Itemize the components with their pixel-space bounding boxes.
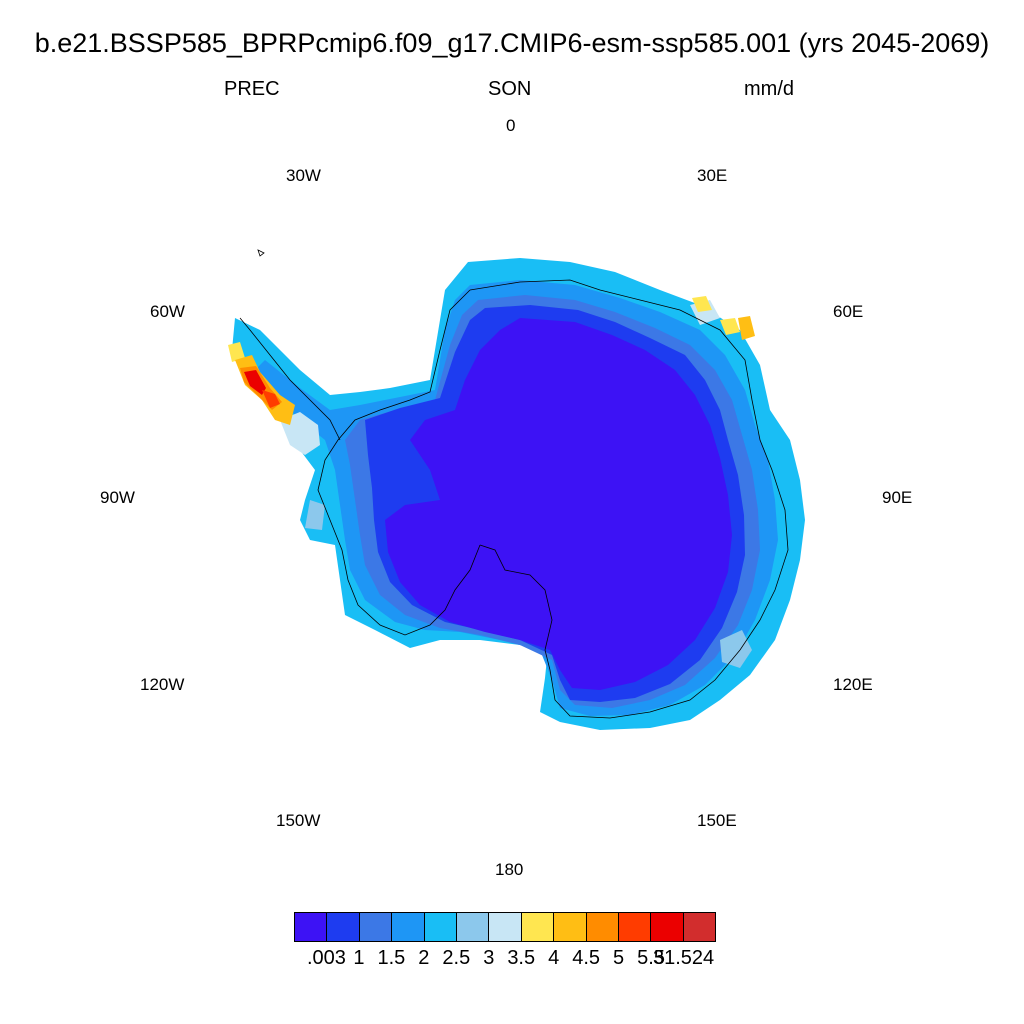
lon-label-120w: 120W — [140, 675, 185, 694]
colorbar-tick-label: 5 — [613, 947, 625, 969]
colorbar-segment — [295, 913, 328, 941]
plot-title: b.e21.BSSP585_BPRPcmip6.f09_g17.CMIP6-es… — [34, 28, 990, 58]
colorbar-tick-label: 31.524 — [652, 947, 715, 969]
units-label: mm/d — [744, 78, 794, 100]
colorbar-segment — [392, 913, 425, 941]
colorbar-labels: .003 1 1.5 2 2.5 3 3.5 4 4.5 5 5.5 31.524 — [0, 947, 1024, 973]
colorbar-tick-label: 3 — [483, 947, 495, 969]
lon-label-60e: 60E — [833, 302, 864, 321]
colorbar-segment — [521, 913, 555, 941]
colorbar-segment — [683, 913, 716, 941]
east-hotspot-yellow-2 — [720, 318, 740, 335]
colorbar-segment — [359, 913, 393, 941]
precip-field — [228, 258, 805, 730]
colorbar-segment — [618, 913, 652, 941]
colorbar — [294, 912, 716, 942]
lon-label-180: 180 — [495, 860, 524, 879]
colorbar-segment — [586, 913, 619, 941]
season-label: SON — [488, 78, 532, 100]
peninsula-lightblue-2 — [305, 500, 325, 530]
east-hotspot-orange — [738, 316, 755, 340]
colorbar-tick-label: 4 — [548, 947, 560, 969]
lon-label-30e: 30E — [697, 166, 728, 185]
colorbar-segment — [424, 913, 457, 941]
colorbar-tick-label: .003 — [306, 947, 346, 969]
interior-dry-region — [385, 318, 732, 690]
east-hotspot-yellow — [692, 296, 712, 312]
lon-label-30w: 30W — [286, 166, 321, 185]
peninsula-redorange — [262, 390, 280, 408]
lon-label-150w: 150W — [276, 811, 321, 830]
lon-label-120e: 120E — [833, 675, 873, 694]
colorbar-segment — [456, 913, 490, 941]
lon-label-0: 0 — [506, 116, 516, 135]
colorbar-tick-label: 4.5 — [572, 947, 601, 969]
colorbar-tick-label: 2.5 — [442, 947, 471, 969]
colorbar-segment — [651, 913, 684, 941]
peninsula-red — [244, 370, 266, 395]
colorbar-tick-label: 5.5 — [637, 947, 665, 969]
colorbar-tick-label: 1 — [353, 947, 365, 969]
lon-label-150e: 150E — [697, 811, 737, 830]
east-lightblue-coast — [720, 630, 752, 668]
lon-label-90w: 90W — [100, 488, 135, 507]
variable-label: PREC — [224, 78, 280, 100]
colorbar-segment — [327, 913, 360, 941]
colorbar-segment — [554, 913, 587, 941]
colorbar-tick-label: 3.5 — [507, 947, 536, 969]
peninsula-yellow — [228, 342, 245, 362]
colorbar-tick-label: 1.5 — [377, 947, 406, 969]
lon-label-90e: 90E — [882, 488, 913, 507]
colorbar-tick-label: 2 — [418, 947, 430, 969]
colorbar-segment — [489, 913, 522, 941]
lon-label-60w: 60W — [150, 302, 185, 321]
coastline — [239, 249, 789, 719]
